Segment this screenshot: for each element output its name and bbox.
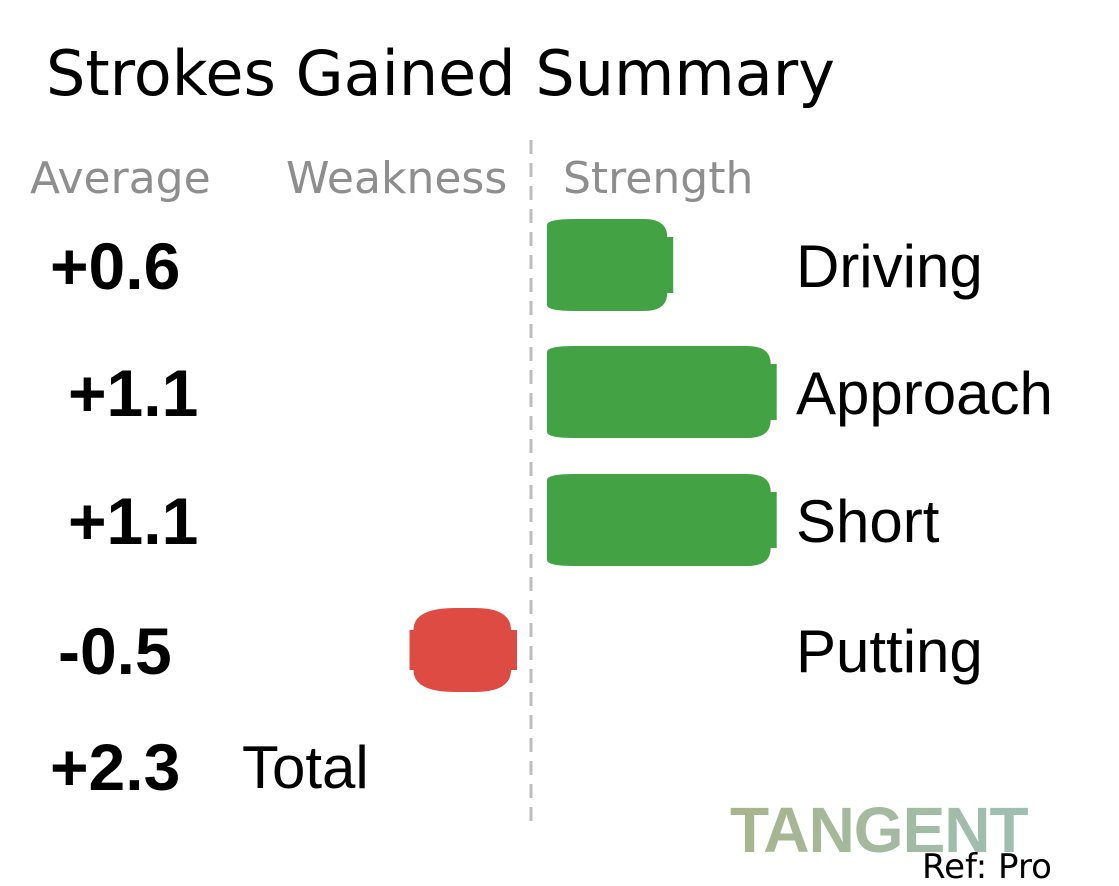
value-label-approach: +1.1 <box>68 356 198 430</box>
bar-driving <box>547 219 674 311</box>
category-label-driving: Driving <box>796 233 983 300</box>
category-label-approach: Approach <box>796 360 1053 427</box>
tangent-logo: TANGENT <box>730 794 1028 866</box>
chart-title: Strokes Gained Summary <box>46 37 835 110</box>
total-label: Total <box>242 734 369 801</box>
bar-putting <box>409 608 517 692</box>
value-label-short: +1.1 <box>68 484 198 558</box>
average-header: Average <box>30 153 211 204</box>
chart-rows: +0.6 Driving +1.1 Approach +1.1 Short -0.5 Putt… <box>50 219 1053 692</box>
weakness-header: Weakness <box>286 153 507 204</box>
category-label-putting: Putting <box>796 618 983 685</box>
value-label-driving: +0.6 <box>50 229 180 303</box>
value-label-putting: -0.5 <box>58 614 172 688</box>
category-label-short: Short <box>796 488 940 555</box>
total-value-label: +2.3 <box>50 730 180 804</box>
bar-approach <box>547 346 777 438</box>
bar-short <box>547 474 777 566</box>
strength-header: Strength <box>563 153 753 204</box>
ref-label: Ref: Pro <box>922 847 1052 886</box>
